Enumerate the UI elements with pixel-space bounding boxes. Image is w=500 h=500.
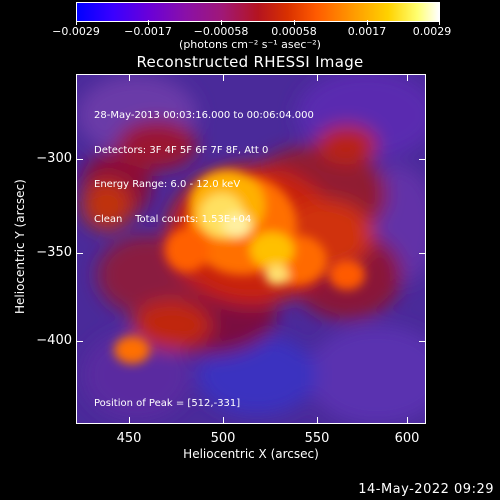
y-tick-left bbox=[77, 159, 83, 160]
colorbar-tick bbox=[148, 20, 149, 25]
time-range: 28-May-2013 00:03:16.000 to 00:06:04.000 bbox=[94, 110, 314, 121]
x-tick-top bbox=[317, 75, 318, 81]
colorbar-tick bbox=[439, 20, 440, 25]
x-tick-bottom bbox=[407, 417, 408, 423]
y-tick-left bbox=[77, 253, 83, 254]
colorbar-label: 0.0029 bbox=[412, 25, 452, 38]
detectors: Detectors: 3F 4F 5F 6F 7F 8F, Att 0 bbox=[94, 144, 269, 156]
y-axis-label: Heliocentric Y (arcsec) bbox=[13, 179, 27, 314]
colorbar-tick bbox=[294, 20, 295, 25]
x-tick-bottom bbox=[317, 417, 318, 423]
intensity-map bbox=[77, 75, 425, 423]
x-tick-top bbox=[129, 75, 130, 81]
colorbar-label: 0.00058 bbox=[271, 25, 317, 38]
y-tick-label: −350 bbox=[36, 245, 72, 260]
rhessi-image-panel: 28-May-2013 00:03:16.000 to 00:06:04.000… bbox=[76, 74, 426, 424]
y-tick-left bbox=[77, 341, 83, 342]
x-tick-top bbox=[407, 75, 408, 81]
y-tick-right bbox=[419, 253, 425, 254]
clean-counts: Clean Total counts: 1.53E+04 bbox=[94, 213, 252, 225]
peak-position: Position of Peak = [512,-331] bbox=[94, 398, 241, 409]
creation-timestamp: 14-May-2022 09:29 bbox=[358, 482, 494, 497]
x-tick-top bbox=[223, 75, 224, 81]
x-tick-bottom bbox=[223, 417, 224, 423]
x-tick-label: 600 bbox=[394, 431, 420, 446]
y-tick-right bbox=[419, 159, 425, 160]
colorbar-tick bbox=[367, 20, 368, 25]
colorbar-tick bbox=[221, 20, 222, 25]
y-tick-label: −400 bbox=[36, 333, 72, 348]
plot-title: Reconstructed RHESSI Image bbox=[136, 53, 364, 71]
observation-info: 28-May-2013 00:03:16.000 to 00:06:04.000… bbox=[94, 87, 314, 248]
colorbar-label: −0.0017 bbox=[124, 25, 172, 38]
colorbar-units: (photons cm⁻² s⁻¹ asec⁻²) bbox=[179, 38, 321, 51]
x-axis-label: Heliocentric X (arcsec) bbox=[183, 447, 319, 461]
energy-range: Energy Range: 6.0 - 12.0 keV bbox=[94, 179, 241, 190]
x-tick-label: 550 bbox=[304, 431, 330, 446]
colorbar-label: 0.0017 bbox=[347, 25, 387, 38]
colorbar-tick bbox=[76, 20, 77, 25]
colorbar bbox=[76, 2, 440, 22]
colorbar-label: −0.00058 bbox=[193, 25, 249, 38]
colorbar-label: −0.0029 bbox=[52, 25, 100, 38]
x-tick-label: 450 bbox=[116, 431, 142, 446]
x-tick-bottom bbox=[129, 417, 130, 423]
y-tick-label: −300 bbox=[36, 151, 72, 166]
y-tick-right bbox=[419, 341, 425, 342]
x-tick-label: 500 bbox=[210, 431, 236, 446]
